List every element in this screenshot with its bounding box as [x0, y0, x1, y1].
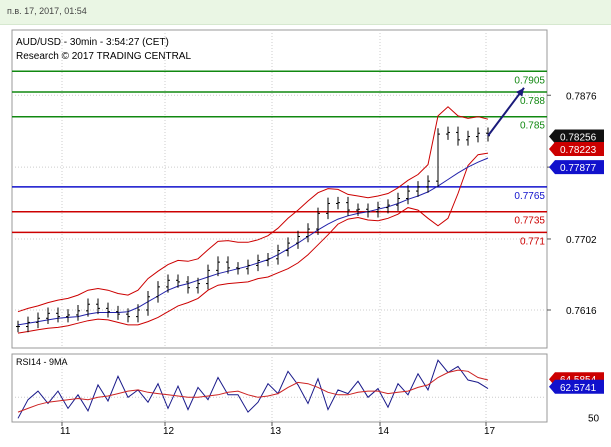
- price-bar: [446, 126, 450, 140]
- price-bar: [36, 312, 40, 329]
- price-bar: [216, 256, 220, 277]
- price-bar: [306, 223, 310, 243]
- x-tick-label: 13: [270, 426, 282, 437]
- rsi-tag: 62.5741: [549, 379, 604, 394]
- price-bar: [116, 305, 120, 320]
- x-tick-label: 17: [484, 426, 496, 437]
- price-bar: [436, 128, 440, 187]
- price-bar: [236, 262, 240, 275]
- rsi-panel: [11, 353, 548, 423]
- price-bar: [466, 130, 470, 146]
- price-bar: [106, 302, 110, 318]
- price-bar: [476, 127, 480, 143]
- rsi-tag-label: 62.5741: [560, 383, 597, 394]
- price-bar: [136, 304, 140, 323]
- price-tag-label: 0.78256: [560, 133, 597, 144]
- price-bar: [66, 309, 70, 323]
- price-tag-label: 0.77877: [560, 163, 597, 174]
- x-axis: 11 12 13 14 17: [60, 422, 496, 437]
- x-tick-label: 14: [378, 426, 390, 437]
- forecast-line: [487, 87, 525, 137]
- price-bar: [186, 276, 190, 294]
- level-label: 0.7765: [514, 191, 545, 202]
- price-bar: [256, 254, 260, 272]
- price-bar: [76, 305, 80, 321]
- price-bar: [326, 197, 330, 220]
- rsi-tick-label: 50: [588, 413, 600, 424]
- price-bar: [296, 230, 300, 249]
- levels: 0.7905 0.788 0.785 0.7765 0.7735 0.771: [12, 70, 547, 247]
- rsi-lines: [17, 359, 489, 419]
- price-bar: [456, 126, 460, 146]
- x-tick-label: 12: [163, 426, 175, 437]
- series-moving_average: [17, 157, 489, 326]
- level-label: 0.7905: [514, 75, 545, 86]
- rsi-title: RSI14 - 9MA: [16, 357, 68, 367]
- series-bollinger_upper: [17, 106, 489, 313]
- price-tag-box: [549, 129, 604, 144]
- price-tag-box: [549, 160, 604, 175]
- price-bar: [16, 320, 20, 333]
- price-tag: 0.77877: [549, 160, 604, 175]
- price-tag: 0.78256: [549, 129, 604, 144]
- series-bollinger_lower: [17, 152, 489, 334]
- chart-subtitle: Research © 2017 TRADING CENTRAL: [16, 51, 191, 62]
- price-bar: [396, 192, 400, 211]
- indicator-lines: [17, 106, 489, 334]
- series-rsi: [17, 359, 489, 419]
- price-bar: [246, 259, 250, 275]
- price-bar: [26, 316, 30, 333]
- price-bar: [386, 199, 390, 214]
- price-tag-label: 0.78223: [560, 145, 597, 156]
- price-bars: [16, 126, 490, 333]
- price-bar: [406, 185, 410, 205]
- price-bar: [266, 253, 270, 267]
- price-bar: [316, 207, 320, 235]
- price-bar: [426, 175, 430, 193]
- price-bar: [346, 196, 350, 216]
- price-bar: [126, 308, 130, 323]
- y-tick-label: 0.7876: [566, 91, 597, 102]
- price-bar: [196, 277, 200, 294]
- level-label: 0.771: [520, 236, 545, 247]
- price-bar: [56, 307, 60, 323]
- price-bar: [86, 298, 90, 317]
- price-bar: [366, 203, 370, 218]
- y-tick-label: 0.7616: [566, 306, 597, 317]
- rsi-tag-box: [549, 379, 604, 394]
- price-bar: [376, 201, 380, 218]
- price-bar: [96, 298, 100, 315]
- forecast-arrowhead: [516, 87, 524, 97]
- price-bar: [286, 237, 290, 257]
- price-bar: [46, 307, 50, 325]
- price-bar: [356, 203, 360, 216]
- price-tag-box: [549, 141, 604, 156]
- price-bar: [166, 274, 170, 293]
- price-bar: [336, 196, 340, 210]
- price-bar: [416, 181, 420, 197]
- forecast-arrow: [487, 87, 525, 137]
- price-bar: [176, 274, 180, 288]
- price-bar: [146, 291, 150, 316]
- chart-title: AUD/USD - 30min - 3:54:27 (CET): [16, 37, 169, 48]
- x-tick-label: 11: [60, 426, 71, 437]
- price-bar: [206, 264, 210, 290]
- price-tag: 0.78223: [549, 141, 604, 156]
- price-bar: [226, 256, 230, 274]
- main-panel: [11, 29, 548, 349]
- price-bar: [156, 281, 160, 303]
- timestamp: п.в. 17, 2017, 01:54: [7, 6, 87, 16]
- series-rsi_ma: [17, 369, 489, 413]
- y-tick-label: 0.7702: [566, 235, 597, 246]
- price-bar: [276, 244, 280, 265]
- level-label: 0.7735: [514, 216, 545, 227]
- level-label: 0.788: [520, 96, 545, 107]
- timestamp-bar: п.в. 17, 2017, 01:54: [0, 0, 611, 25]
- level-label: 0.785: [520, 121, 545, 132]
